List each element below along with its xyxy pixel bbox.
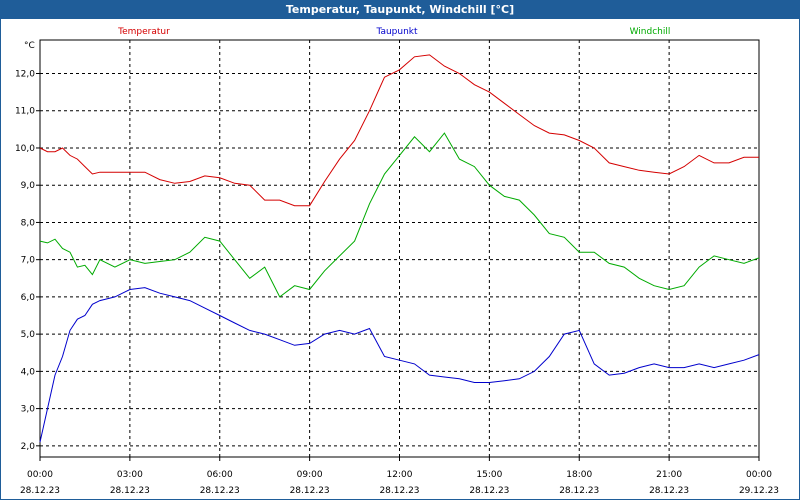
x-tick-time: 06:00 [207, 470, 233, 480]
x-tick-time: 00:00 [746, 470, 772, 480]
x-tick-time: 09:00 [297, 470, 323, 480]
y-tick-label: 11,0 [15, 107, 35, 117]
y-tick-label: 2,0 [21, 442, 36, 452]
x-tick-date: 28.12.23 [290, 486, 330, 496]
legend: Temperatur Taupunkt Windchill [117, 27, 670, 37]
y-tick-label: 7,0 [21, 256, 36, 266]
x-tick-time: 12:00 [387, 470, 413, 480]
y-tick-label: 12,0 [15, 70, 35, 80]
x-tick-time: 21:00 [656, 470, 682, 480]
y-tick-label: 8,0 [21, 218, 36, 228]
series-line-taupunkt [39, 287, 760, 443]
series-line-windchill [39, 132, 760, 298]
y-tick-label: 10,0 [15, 144, 35, 154]
y-tick-label: 4,0 [21, 367, 36, 377]
window-title: Temperatur, Taupunkt, Windchill [°C] [0, 0, 800, 19]
x-tick-time: 15:00 [476, 470, 502, 480]
legend-taupunkt: Taupunkt [375, 27, 418, 37]
x-tick-date: 28.12.23 [559, 486, 599, 496]
y-tick-label: 9,0 [21, 181, 36, 191]
y-tick-label: 3,0 [21, 405, 36, 415]
y-axis-label: °C [24, 41, 35, 51]
x-tick-time: 00:00 [27, 470, 53, 480]
y-tick-label: 6,0 [21, 293, 36, 303]
x-tick-date: 28.12.23 [110, 486, 150, 496]
y-tick-label: 5,0 [21, 330, 36, 340]
x-tick-date: 28.12.23 [469, 486, 509, 496]
x-tick-date: 28.12.23 [20, 486, 60, 496]
series-lines [39, 54, 760, 443]
grid-lines [40, 40, 759, 457]
x-tick-time: 18:00 [566, 470, 592, 480]
legend-temperatur: Temperatur [117, 27, 170, 37]
legend-windchill: Windchill [630, 27, 671, 37]
y-axis: 2,0 3,0 4,0 5,0 6,0 7,0 8,0 9,0 10,0 11,0 12,0 [15, 70, 40, 452]
x-tick-time: 03:00 [117, 470, 143, 480]
x-axis: 00:00 28.12.23 03:00 28.12.23 06:00 28.12.23 0… [20, 457, 779, 496]
x-tick-date: 28.12.23 [379, 486, 419, 496]
x-tick-date: 29.12.23 [739, 486, 779, 496]
series-line-temperatur [39, 54, 759, 207]
x-tick-date: 28.12.23 [200, 486, 240, 496]
x-tick-date: 28.12.23 [649, 486, 689, 496]
